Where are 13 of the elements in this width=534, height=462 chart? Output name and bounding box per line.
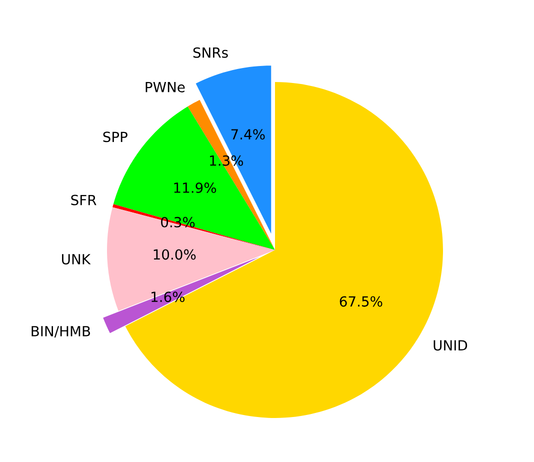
slice-label: UNK bbox=[62, 254, 91, 264]
data-label: 10.0% bbox=[154, 249, 196, 260]
slice-label: UNID bbox=[434, 340, 468, 351]
slice-label: SNRs bbox=[193, 47, 228, 58]
slice-label: SPP bbox=[103, 132, 128, 142]
data-label: 1.3% bbox=[210, 155, 244, 166]
data-label: 67.5% bbox=[340, 296, 382, 307]
data-label: 0.3% bbox=[161, 216, 195, 228]
slice-label: BIN/HMB bbox=[32, 326, 90, 338]
data-label: 7.4% bbox=[231, 129, 265, 140]
slice-label: PWNe bbox=[146, 82, 185, 92]
slice-label: SFR bbox=[71, 194, 96, 206]
data-label: 11.9% bbox=[174, 182, 216, 193]
